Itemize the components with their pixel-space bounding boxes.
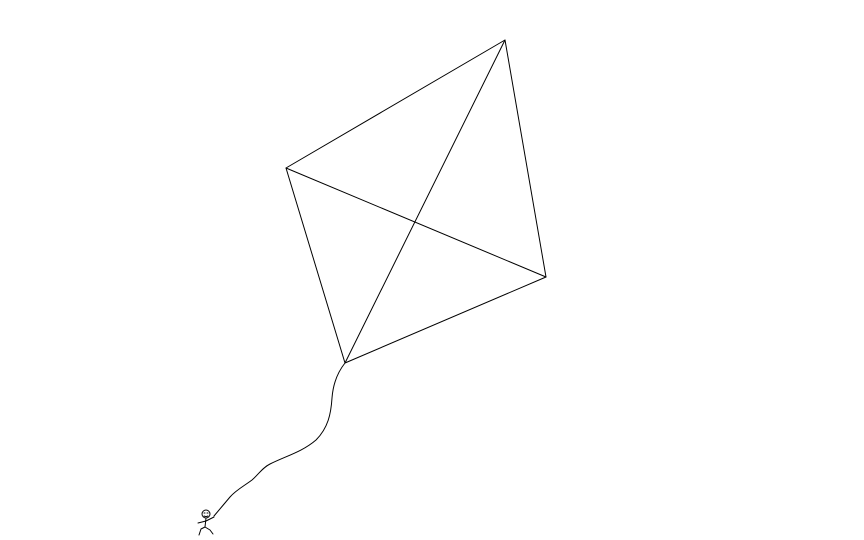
stick-figure-arms (197, 516, 215, 524)
kite-spar-horizontal (285, 167, 547, 278)
stick-figure-body (204, 517, 207, 528)
kite-spar-vertical (344, 39, 506, 364)
stick-figure-face (203, 512, 209, 517)
stick-figure-legs (198, 526, 214, 536)
kite-string (213, 362, 346, 517)
stick-figure-icon (197, 509, 215, 536)
